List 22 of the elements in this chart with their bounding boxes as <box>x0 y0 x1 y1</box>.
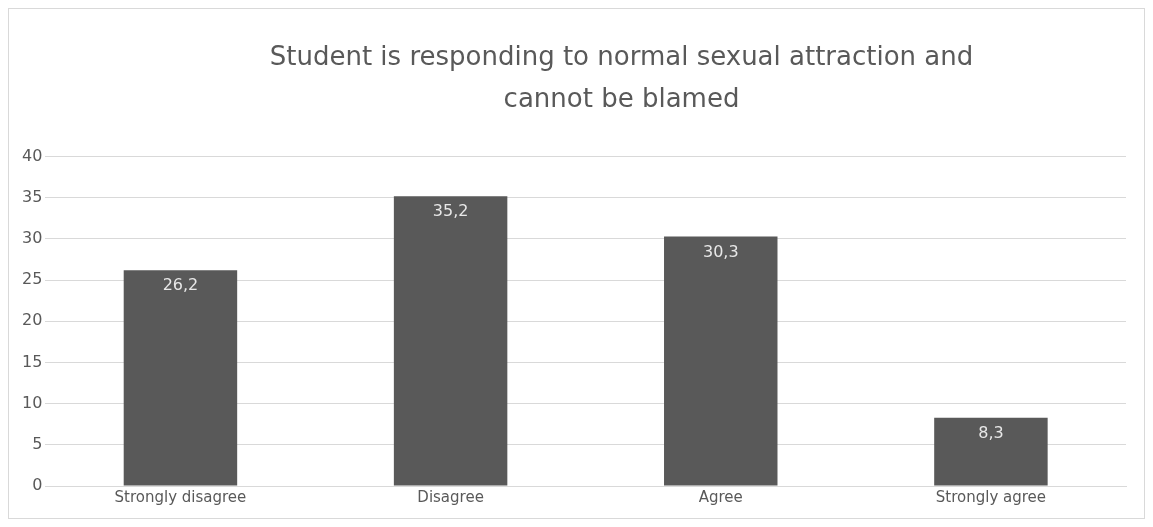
x-tick-label: Strongly agree <box>935 487 1047 506</box>
x-tick-label: Agree <box>698 487 743 506</box>
y-tick-label: 0 <box>32 475 43 495</box>
bar <box>393 196 508 486</box>
chart-title: Student is responding to normal sexual attraction and cannot be blamed <box>268 39 975 115</box>
y-tick-label: 5 <box>32 433 43 453</box>
data-label: 26,2 <box>162 275 199 295</box>
y-tick-label: 40 <box>22 145 43 165</box>
y-tick-label: 10 <box>22 392 43 412</box>
x-tick-label: Strongly disagree <box>114 487 247 506</box>
data-label: 8,3 <box>978 422 1004 442</box>
y-tick-label: 25 <box>22 269 43 289</box>
bar <box>934 417 1048 486</box>
data-label: 35,2 <box>432 201 469 221</box>
x-tick-label: Disagree <box>417 487 484 506</box>
bar <box>664 236 778 486</box>
y-tick-label: 30 <box>22 228 43 248</box>
y-tick-label: 35 <box>22 186 43 206</box>
y-tick-label: 15 <box>22 351 43 371</box>
y-tick-label: 20 <box>22 310 43 330</box>
data-label: 30,3 <box>702 241 739 261</box>
bar <box>123 270 238 486</box>
